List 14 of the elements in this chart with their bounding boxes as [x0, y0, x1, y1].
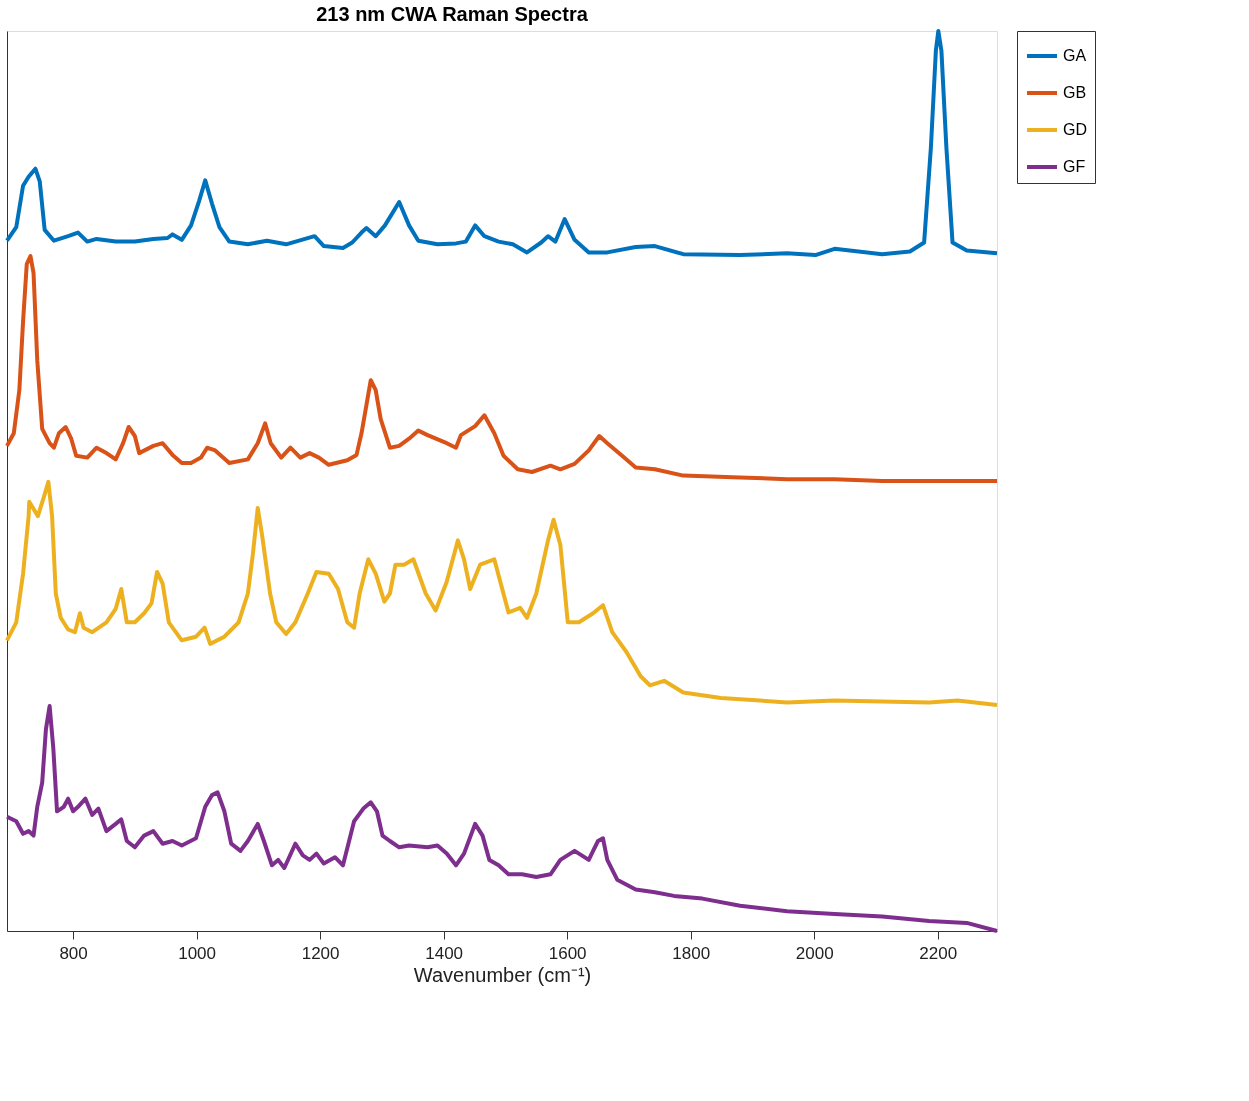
legend-label: GF [1063, 158, 1086, 175]
x-axis-title: Wavenumber (cm⁻¹) [413, 963, 592, 986]
legend-label: GB [1063, 84, 1087, 101]
x-tick-label: 1800 [672, 943, 711, 963]
x-tick-label: 2200 [919, 943, 958, 963]
x-tick-label: 1000 [178, 943, 217, 963]
x-tick-label: 800 [59, 943, 88, 963]
legend-label: GA [1063, 47, 1087, 64]
x-tick-label: 2000 [795, 943, 834, 963]
x-tick-label: 1400 [425, 943, 464, 963]
x-tick-label: 1600 [548, 943, 587, 963]
x-tick-label: 1200 [301, 943, 340, 963]
legend-label: GD [1063, 121, 1087, 138]
chart-title: 213 nm CWA Raman Spectra [316, 3, 589, 25]
